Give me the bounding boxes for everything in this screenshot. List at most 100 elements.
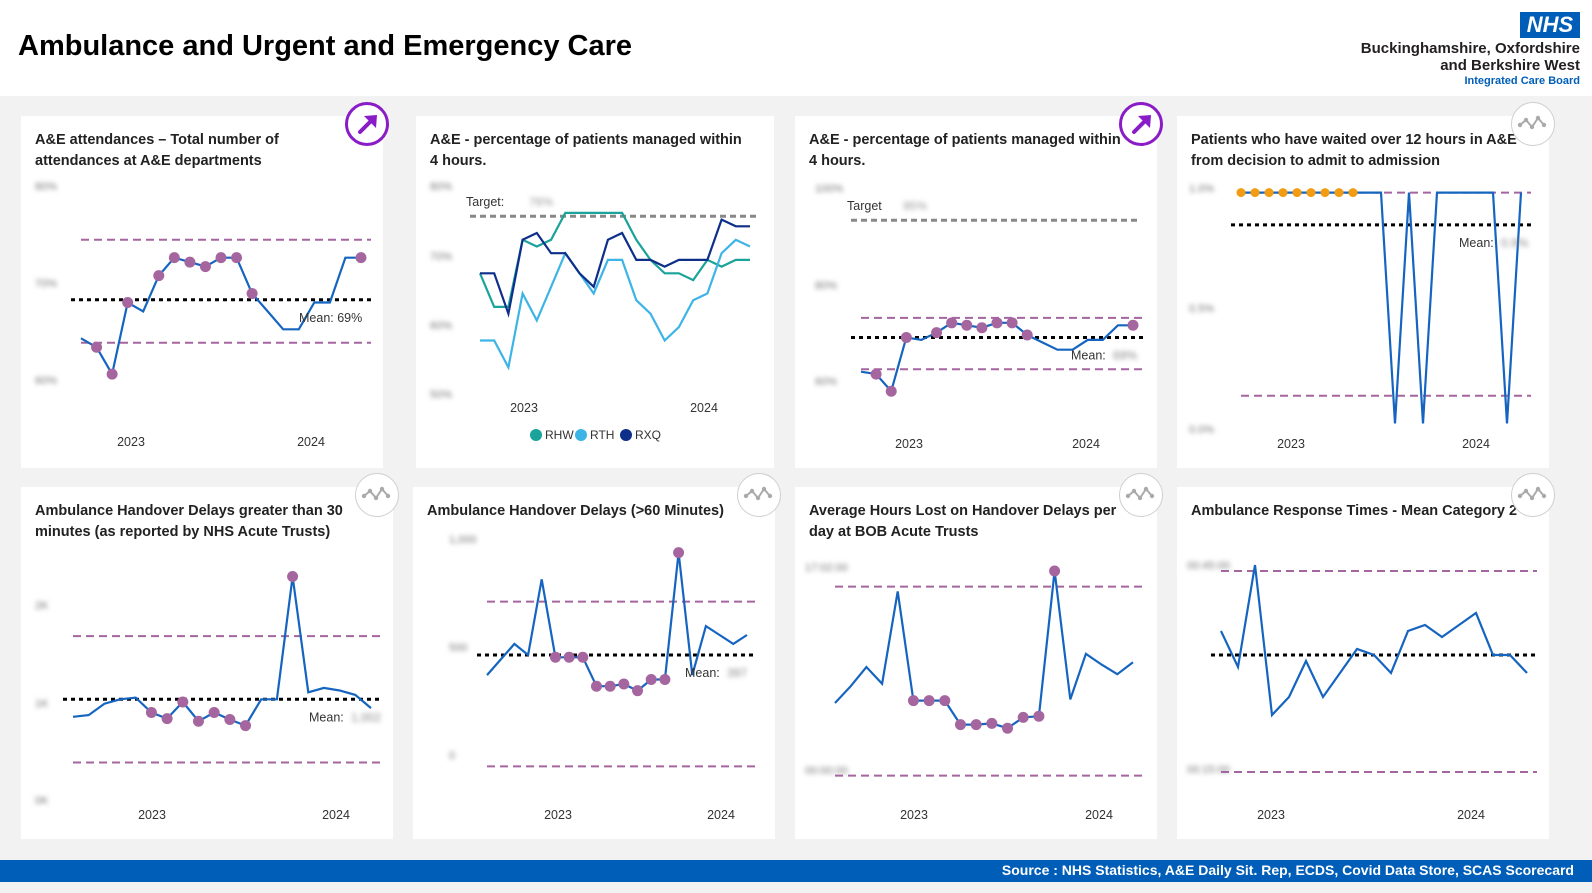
special-cause-point-warning: [1264, 188, 1274, 198]
special-cause-point: [224, 713, 236, 725]
variation-dot: [1517, 493, 1523, 499]
series-line-rxq: [480, 218, 750, 318]
special-cause-point: [1002, 722, 1014, 734]
chart-card-ae-4hr-bob: 100% 80% 60% 2023 2024 Target 95% Mean: 69% A&E …: [795, 102, 1163, 468]
special-cause-point: [659, 674, 671, 686]
y-tick-label: 00:45:00: [1187, 560, 1230, 572]
chart-card-hours-lost: 17:02:00 00:00:00 2023 2024 Average Hours L…: [795, 473, 1163, 839]
header: Ambulance and Urgent and Emergency Care …: [0, 0, 1592, 96]
special-cause-point-warning: [1306, 188, 1316, 198]
special-cause-point: [590, 680, 602, 692]
legend-marker: [575, 429, 587, 441]
variation-dot: [755, 495, 761, 501]
y-tick-label: 1K: [35, 698, 49, 710]
special-cause-point: [246, 288, 258, 299]
variation-dot: [1131, 488, 1137, 494]
special-cause-point: [231, 252, 243, 264]
special-cause-point: [673, 547, 685, 559]
special-cause-point-warning: [1236, 188, 1246, 198]
chart-svg: 100% 80% 60% 2023 2024 Target 95% Mean: 69%: [815, 183, 1143, 451]
special-cause-point-warning: [1348, 188, 1358, 198]
special-cause-point: [954, 719, 966, 731]
special-cause-point: [632, 685, 644, 697]
mean-value: 69%: [1113, 348, 1137, 362]
variation-dot: [1523, 488, 1529, 494]
x-tick-label: 2023: [544, 808, 572, 822]
badge-glyph: [1132, 115, 1151, 134]
special-cause-point: [1017, 711, 1029, 723]
x-tick-label: 2024: [1085, 808, 1113, 822]
y-tick-label: 70%: [35, 278, 57, 290]
org-name-line2: and Berkshire West: [1440, 57, 1580, 74]
chart-title: Patients who have waited over 12 hours i…: [1191, 132, 1517, 169]
chart-svg: 00:45:00 00:15:00 2023 2024: [1187, 560, 1537, 822]
variation-dot: [1529, 124, 1535, 130]
special-cause-point: [208, 706, 220, 718]
y-tick-label: 00:15:00: [1187, 764, 1230, 776]
special-cause-point: [931, 327, 943, 339]
y-tick-label: 70%: [430, 251, 452, 263]
variation-dot: [1517, 122, 1523, 128]
y-tick-label: 100%: [815, 183, 843, 195]
variation-dot: [761, 486, 767, 492]
variation-dot: [1137, 495, 1143, 501]
chart-title: Ambulance Handover Delays greater than 3…: [35, 503, 343, 540]
arrow-up-right-icon: [1119, 102, 1163, 146]
y-tick-label: 80%: [815, 280, 837, 292]
common-cause-variation-icon: [737, 473, 781, 517]
special-cause-point: [145, 706, 157, 718]
variation-dot: [1149, 493, 1155, 499]
special-cause-point: [645, 674, 657, 686]
variation-dot: [361, 493, 367, 499]
y-tick-label: 17:02:00: [805, 562, 848, 574]
badge-glyph: [358, 115, 377, 134]
special-cause-point: [939, 695, 951, 707]
y-tick-label: 0.5%: [1189, 303, 1214, 315]
variation-dot: [1535, 486, 1541, 492]
special-cause-point: [604, 680, 616, 692]
special-cause-point: [168, 252, 180, 264]
legend-marker: [620, 429, 632, 441]
variation-dot: [1143, 486, 1149, 492]
chart-svg: 1.0% 0.5% 0.0% 2023 2024 Mean: 0.9%: [1189, 183, 1531, 451]
nhs-logo: NHS: [1520, 12, 1580, 38]
variation-dot: [1535, 115, 1541, 121]
y-tick-label: 2K: [35, 600, 49, 612]
series-line: [1241, 191, 1523, 424]
special-cause-point: [991, 317, 1003, 329]
org-name: Buckinghamshire, Oxfordshire and Berkshi…: [1280, 40, 1580, 74]
special-cause-point: [961, 319, 973, 331]
common-cause-variation-icon: [1119, 473, 1163, 517]
y-tick-label: 50%: [430, 389, 452, 401]
x-tick-label: 2023: [895, 437, 923, 451]
chart-title: Average Hours Lost on Handover Delays pe…: [809, 503, 1117, 540]
badge-glyph: [1517, 115, 1547, 130]
series-line: [486, 552, 748, 692]
mean-label: Mean:: [1459, 236, 1494, 250]
mean-value: 0.9%: [1501, 236, 1529, 250]
x-tick-label: 2023: [510, 401, 538, 415]
source-text: Source : NHS Statistics, A&E Daily Sit. …: [1001, 862, 1574, 878]
special-cause-point: [184, 256, 196, 268]
chart-title: A&E - percentage of patients managed wit…: [430, 132, 742, 169]
footer: Source : NHS Statistics, A&E Daily Sit. …: [0, 860, 1592, 882]
special-cause-point: [1049, 565, 1061, 577]
special-cause-point: [577, 651, 589, 663]
special-cause-point: [122, 296, 134, 308]
special-cause-point: [618, 678, 630, 690]
x-tick-label: 2023: [117, 435, 145, 449]
special-cause-point-warning: [1278, 188, 1288, 198]
special-cause-point-warning: [1320, 188, 1330, 198]
x-tick-label: 2024: [1072, 437, 1100, 451]
special-cause-point: [177, 696, 189, 708]
variation-dot: [379, 486, 385, 492]
target-value: 95%: [903, 199, 927, 213]
x-tick-label: 2023: [900, 808, 928, 822]
special-cause-point: [1006, 317, 1018, 329]
target-label: Target:: [466, 195, 504, 209]
special-cause-point: [1033, 710, 1045, 722]
variation-dot: [743, 493, 749, 499]
chart-card-12hr-waits: 1.0% 0.5% 0.0% 2023 2024 Mean: 0.9% Patients w…: [1177, 102, 1555, 468]
special-cause-point: [976, 322, 988, 334]
x-tick-label: 2024: [707, 808, 735, 822]
